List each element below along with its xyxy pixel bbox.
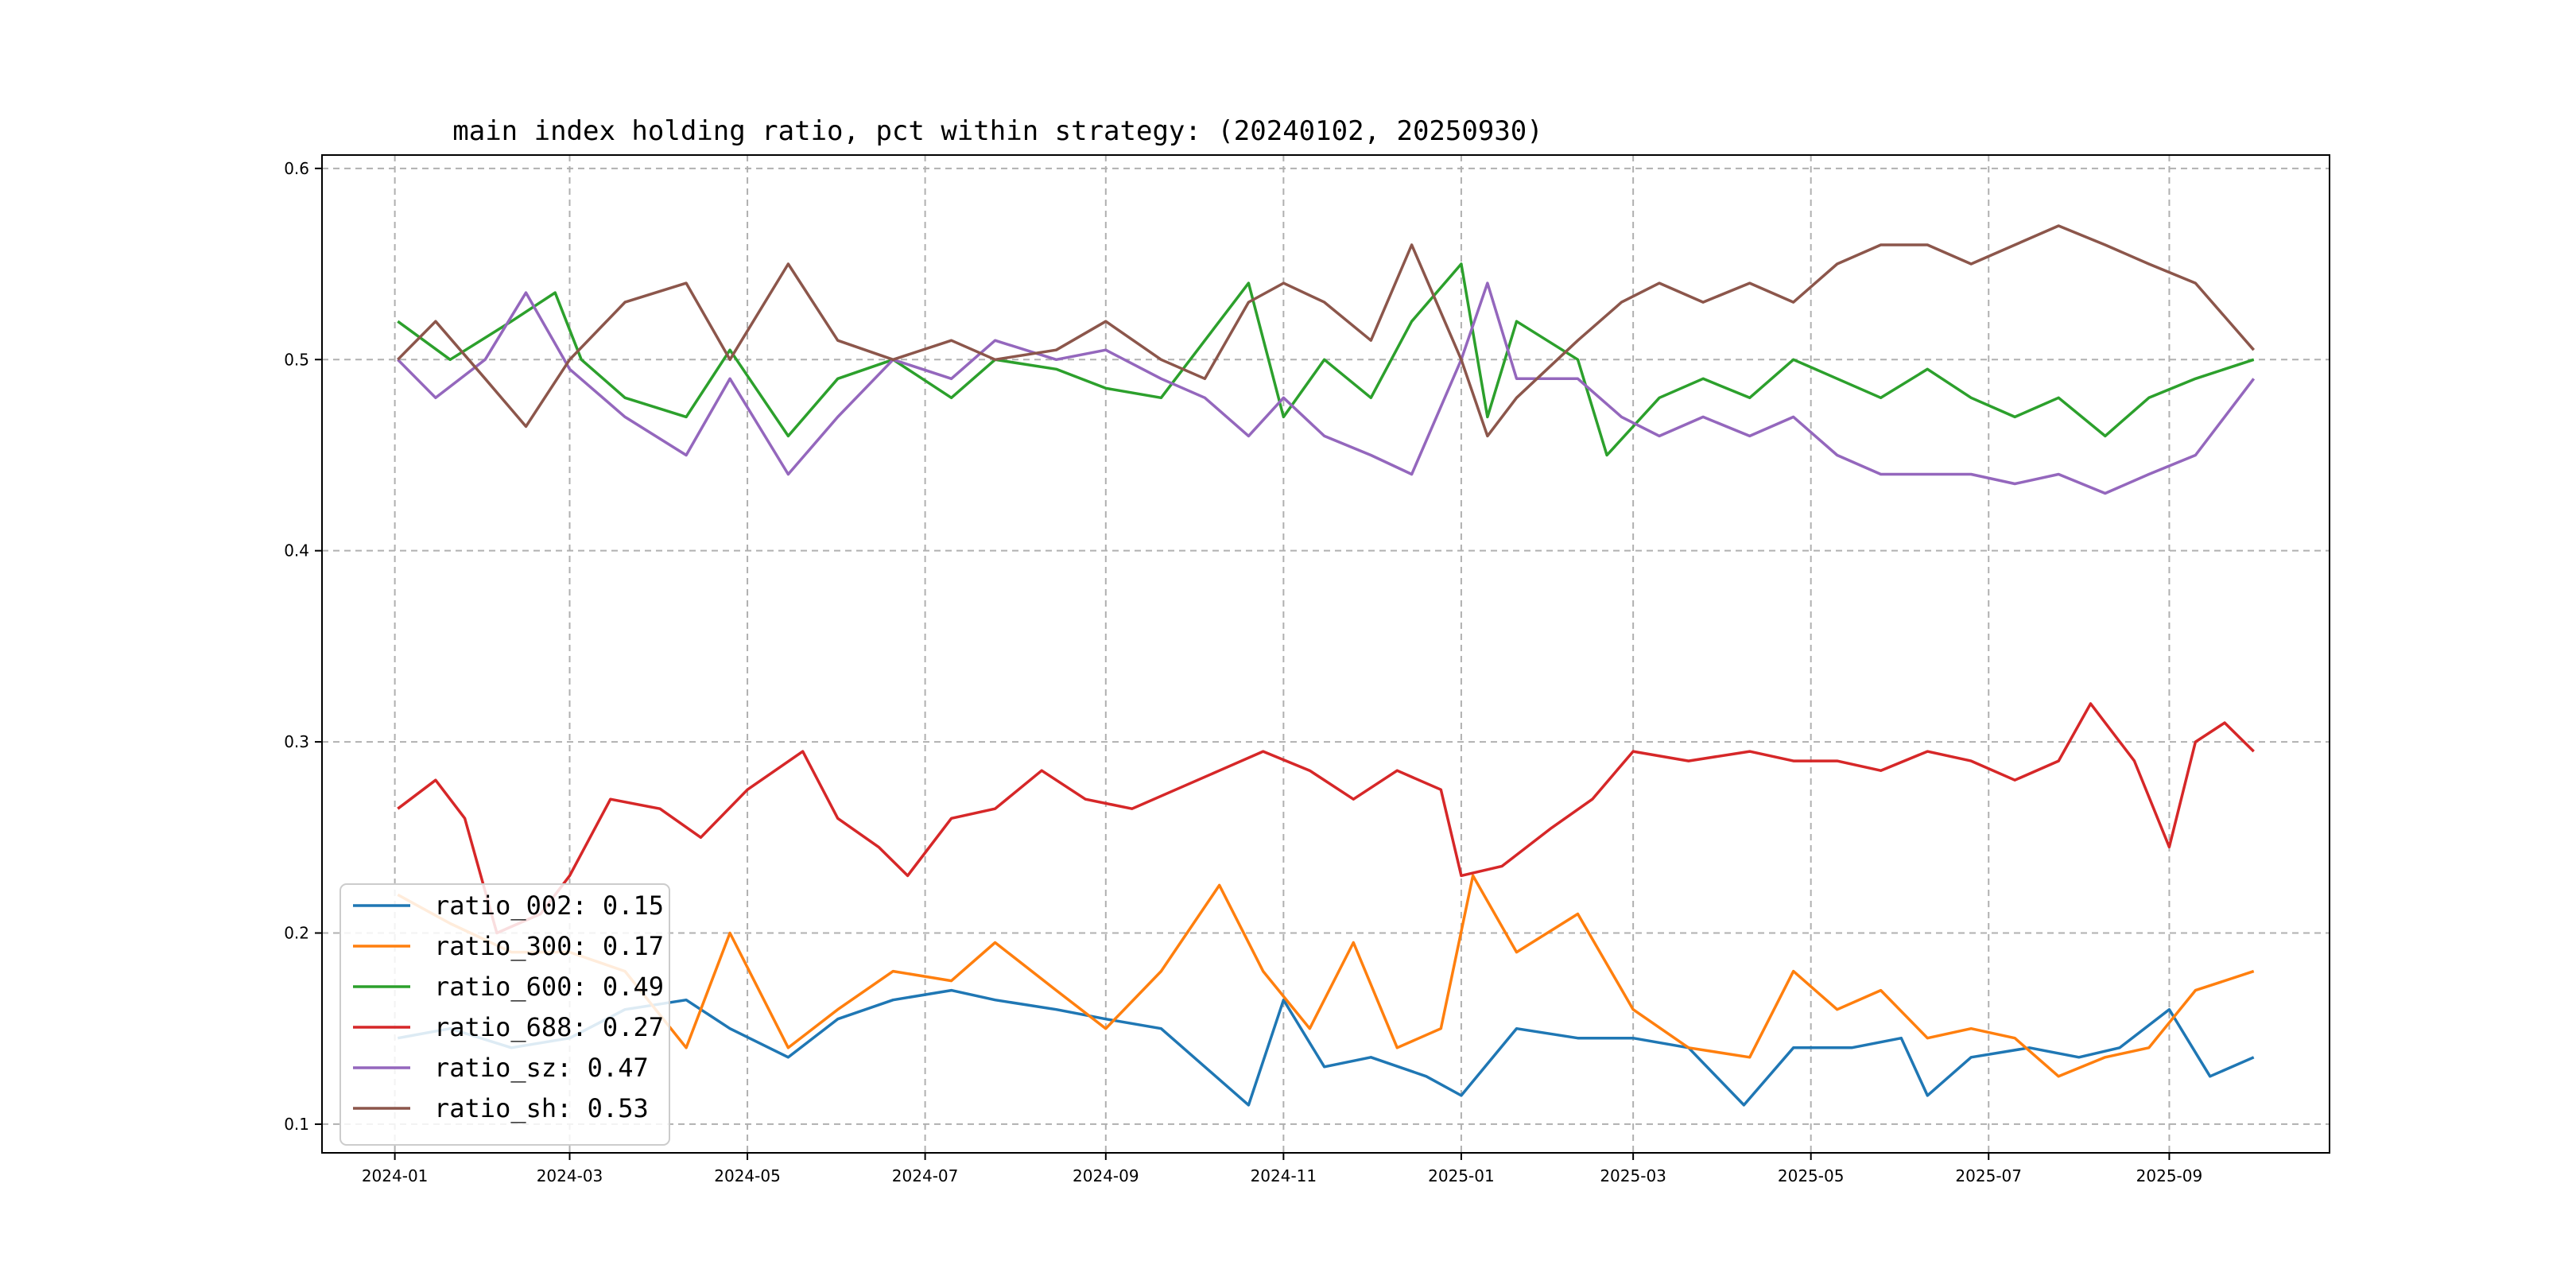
- legend-label-ratio_600: ratio_600: 0.49: [434, 972, 664, 1002]
- legend: ratio_002: 0.15 ratio_300: 0.17 ratio_600:…: [340, 884, 669, 1145]
- y-tick-label: 0.4: [284, 541, 309, 561]
- x-tick-label: 2024-05: [714, 1166, 781, 1185]
- x-tick-label: 2024-01: [362, 1166, 429, 1185]
- x-tick-label: 2024-11: [1251, 1166, 1317, 1185]
- legend-label-ratio_sz: ratio_sz: 0.47: [434, 1053, 649, 1083]
- y-tick-label: 0.1: [284, 1115, 309, 1134]
- x-tick-label: 2025-07: [1955, 1166, 2022, 1185]
- x-tick-label: 2025-03: [1600, 1166, 1666, 1185]
- y-tick-label: 0.2: [284, 924, 309, 943]
- x-tick-label: 2024-03: [537, 1166, 603, 1185]
- x-tick-label: 2025-01: [1428, 1166, 1495, 1185]
- legend-label-ratio_002: ratio_002: 0.15: [434, 890, 664, 921]
- line-chart: main index holding ratio, pct within str…: [0, 0, 2576, 1288]
- y-tick-label: 0.5: [284, 350, 309, 369]
- x-tick-label: 2025-09: [2136, 1166, 2203, 1185]
- y-tick-label: 0.6: [284, 159, 309, 178]
- x-tick-label: 2025-05: [1778, 1166, 1845, 1185]
- x-tick-label: 2024-09: [1073, 1166, 1139, 1185]
- legend-label-ratio_688: ratio_688: 0.27: [434, 1012, 664, 1042]
- legend-label-ratio_sh: ratio_sh: 0.53: [434, 1093, 649, 1123]
- chart-title: main index holding ratio, pct within str…: [452, 115, 1542, 147]
- y-tick-label: 0.3: [284, 732, 309, 751]
- legend-label-ratio_300: ratio_300: 0.17: [434, 931, 664, 961]
- x-tick-label: 2024-07: [892, 1166, 959, 1185]
